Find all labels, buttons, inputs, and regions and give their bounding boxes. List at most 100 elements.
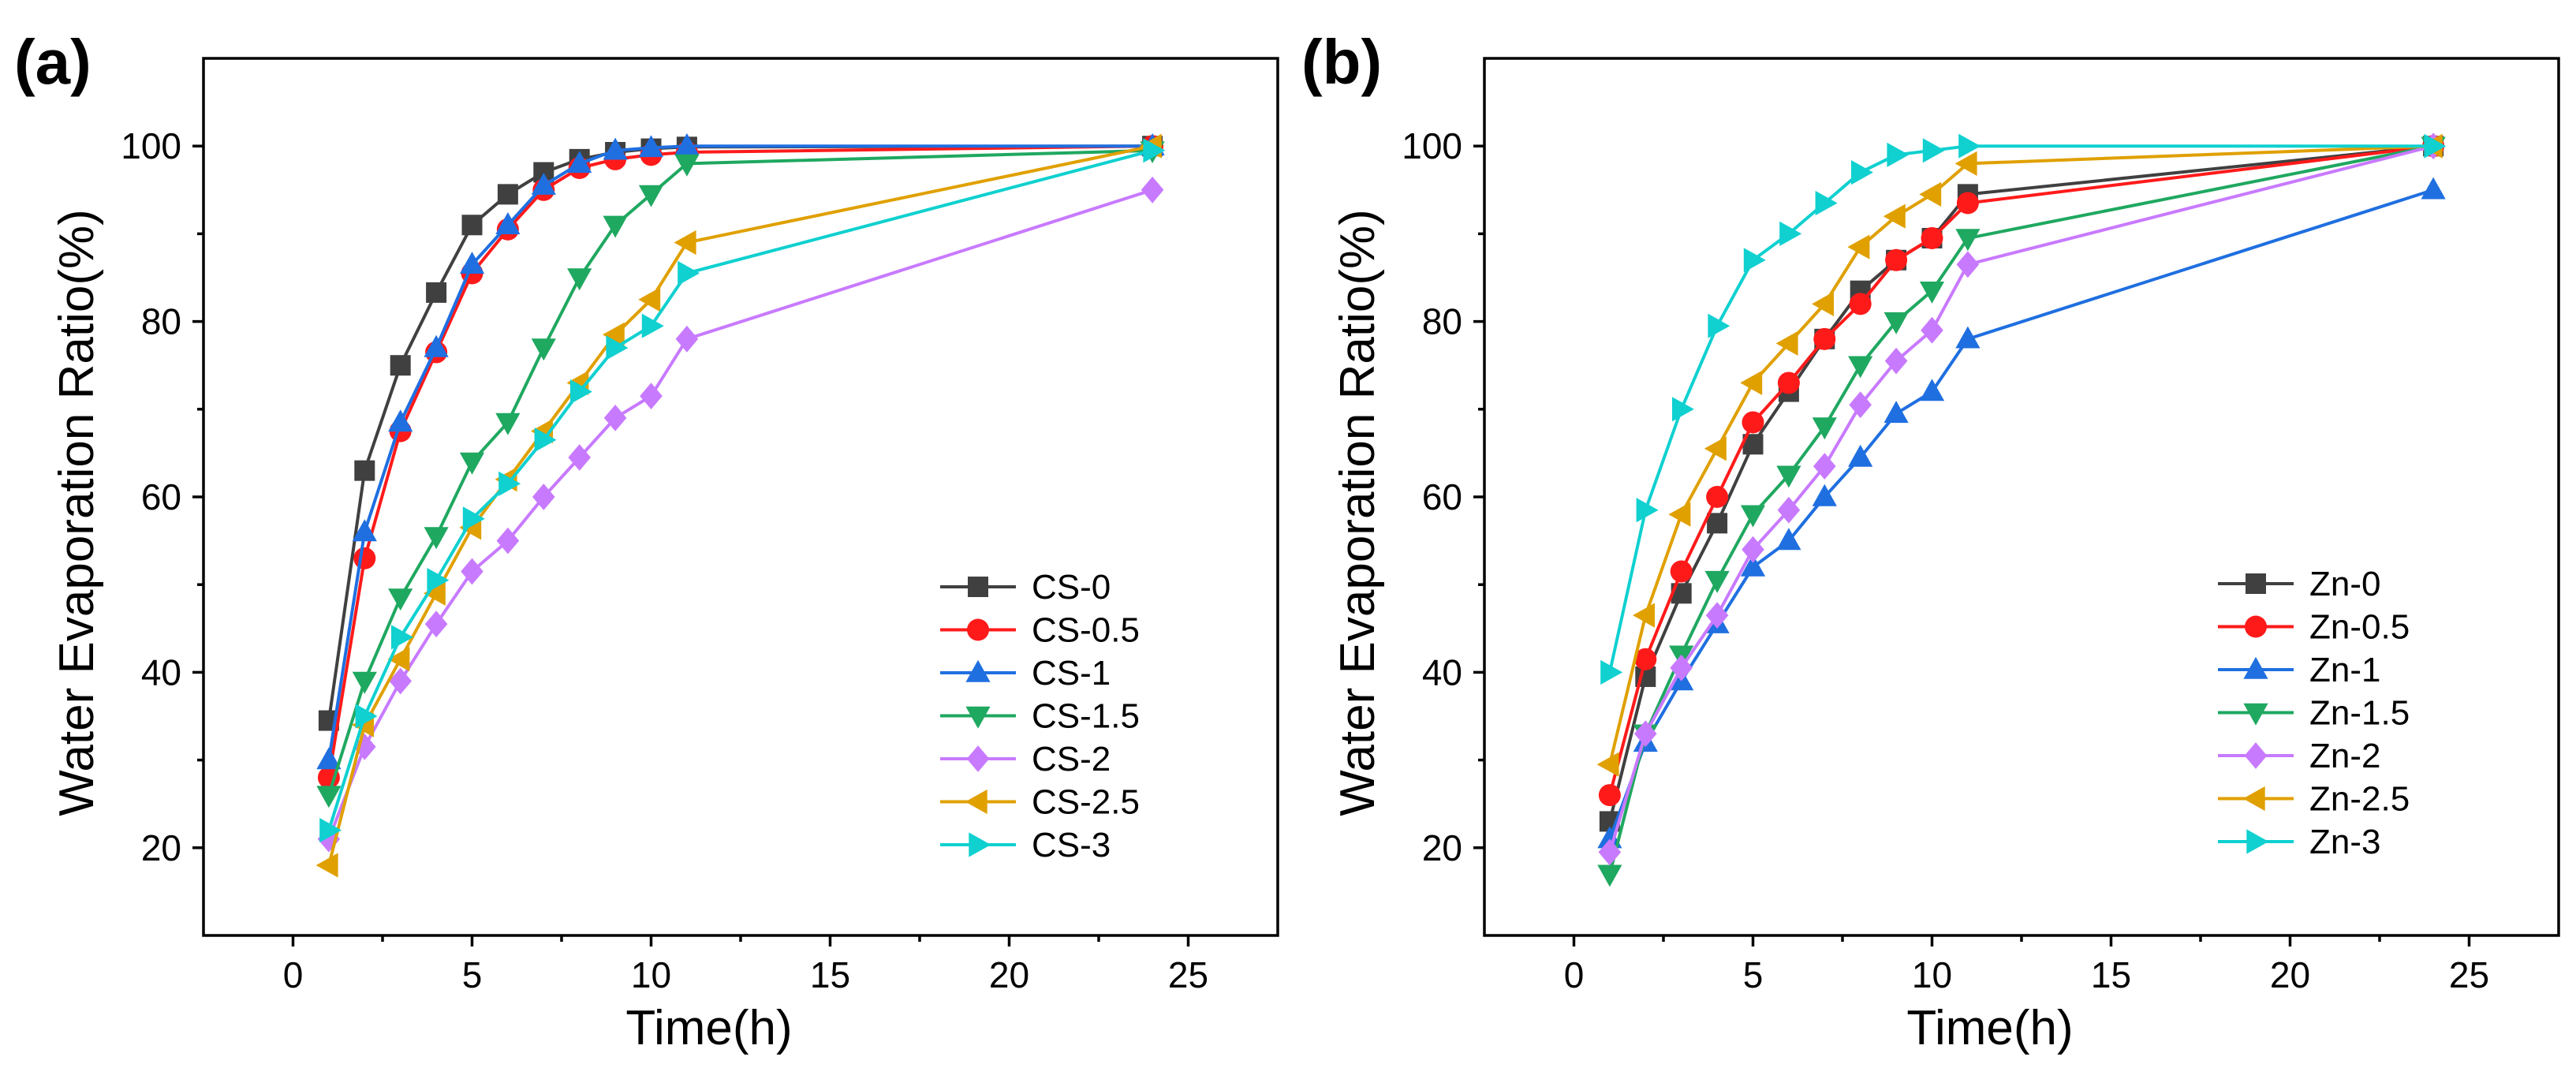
- data-point: [1634, 720, 1657, 748]
- data-point: [352, 671, 377, 694]
- data-point: [1919, 282, 1945, 304]
- y-tick-label: 40: [141, 652, 181, 693]
- data-point: [387, 647, 410, 672]
- data-point: [388, 588, 413, 611]
- data-point: [1883, 312, 1909, 334]
- data-point: [1885, 248, 1908, 271]
- data-point: [1919, 379, 1945, 401]
- data-point: [1775, 330, 1798, 356]
- data-point: [355, 704, 378, 729]
- data-point: [459, 452, 485, 475]
- data-point: [603, 137, 628, 160]
- data-point: [1672, 397, 1694, 422]
- series-line: [327, 188, 1153, 840]
- data-point: [1815, 190, 1838, 216]
- plot-area-a: 0 5 10 15 20 25 20 40 60 80 100 Time(h) Water Evapor…: [50, 57, 1279, 1055]
- series-line: [327, 148, 1153, 796]
- legend-label: Zn-2: [2309, 737, 2380, 775]
- series-line: [327, 148, 1153, 831]
- data-point: [426, 282, 447, 303]
- data-point: [638, 287, 661, 312]
- legend-marker: [2246, 573, 2266, 594]
- data-point: [424, 527, 449, 550]
- data-point: [1742, 536, 1764, 563]
- legend-marker: [969, 832, 991, 857]
- data-point: [424, 610, 448, 638]
- data-point: [603, 215, 628, 238]
- data-point: [534, 427, 557, 453]
- y-tick-label: 80: [141, 301, 181, 342]
- data-point: [315, 853, 338, 878]
- panel-label-b: (b): [1301, 27, 1382, 97]
- data-point: [1708, 313, 1730, 338]
- data-point: [567, 268, 592, 291]
- data-point: [1958, 133, 1981, 159]
- data-point: [498, 471, 521, 496]
- data-point: [567, 151, 592, 174]
- data-point: [316, 786, 342, 808]
- data-point: [638, 185, 664, 207]
- data-point: [1955, 229, 1981, 252]
- series-Zn-2.5: [1596, 133, 2443, 777]
- data-point: [353, 547, 376, 569]
- data-point: [1777, 371, 1800, 394]
- data-point: [606, 335, 629, 360]
- data-point: [1954, 151, 1977, 176]
- data-point: [1141, 176, 1164, 203]
- data-point: [1597, 864, 1622, 887]
- panel-label-a: (a): [14, 27, 91, 97]
- legend-marker: [2245, 615, 2267, 638]
- x-tick-label: 15: [810, 954, 850, 995]
- data-point: [391, 625, 413, 650]
- x-tick-label: 10: [1912, 954, 1952, 995]
- series-CS-2: [317, 176, 1164, 853]
- data-point: [1668, 502, 1691, 527]
- data-point: [640, 383, 663, 409]
- data-point: [496, 527, 520, 554]
- data-point: [1634, 648, 1657, 670]
- x-tick-label: 25: [1168, 954, 1208, 995]
- x-tick-label: 0: [283, 954, 304, 995]
- data-point: [1600, 659, 1623, 685]
- data-point: [1848, 444, 1873, 467]
- x-tick-label: 25: [2449, 954, 2489, 995]
- data-point: [1849, 391, 1872, 419]
- legend-label: CS-2.5: [1032, 783, 1140, 822]
- data-point: [495, 413, 521, 435]
- data-point: [1636, 498, 1659, 523]
- legend-marker: [967, 618, 989, 641]
- y-axis-title: Water Evaporation Ratio(%): [50, 209, 104, 816]
- data-point: [1740, 505, 1766, 528]
- data-point: [388, 409, 413, 432]
- data-point: [1743, 248, 1766, 273]
- legend-marker: [965, 789, 987, 815]
- data-point: [602, 322, 625, 347]
- data-point: [1812, 417, 1837, 440]
- y-tick-label: 60: [141, 476, 181, 517]
- legend-label: CS-0: [1032, 568, 1111, 607]
- data-point: [638, 135, 664, 158]
- legend-label: CS-0.5: [1032, 611, 1140, 650]
- data-point: [1921, 226, 1943, 249]
- data-point: [1707, 513, 1728, 534]
- y-tick-label: 40: [1422, 652, 1462, 693]
- x-axis-title: Time(h): [1906, 1001, 2073, 1055]
- y-axis-title: Water Evaporation Ratio(%): [1331, 209, 1385, 816]
- data-point: [1956, 192, 1979, 215]
- data-point: [1143, 138, 1166, 163]
- data-point: [1848, 356, 1873, 379]
- data-point: [317, 766, 340, 789]
- data-point: [424, 334, 449, 357]
- legend-marker: [2243, 703, 2268, 726]
- x-tick-label: 5: [1743, 954, 1764, 995]
- data-point: [423, 581, 446, 606]
- data-point: [1847, 234, 1870, 259]
- data-point: [1705, 602, 1729, 629]
- data-point: [1776, 465, 1801, 488]
- data-point: [1740, 554, 1766, 577]
- x-tick-label: 20: [989, 954, 1029, 995]
- data-point: [603, 405, 627, 431]
- y-tick-label: 100: [1402, 125, 1462, 166]
- data-point: [1883, 203, 1906, 229]
- data-point: [497, 184, 518, 205]
